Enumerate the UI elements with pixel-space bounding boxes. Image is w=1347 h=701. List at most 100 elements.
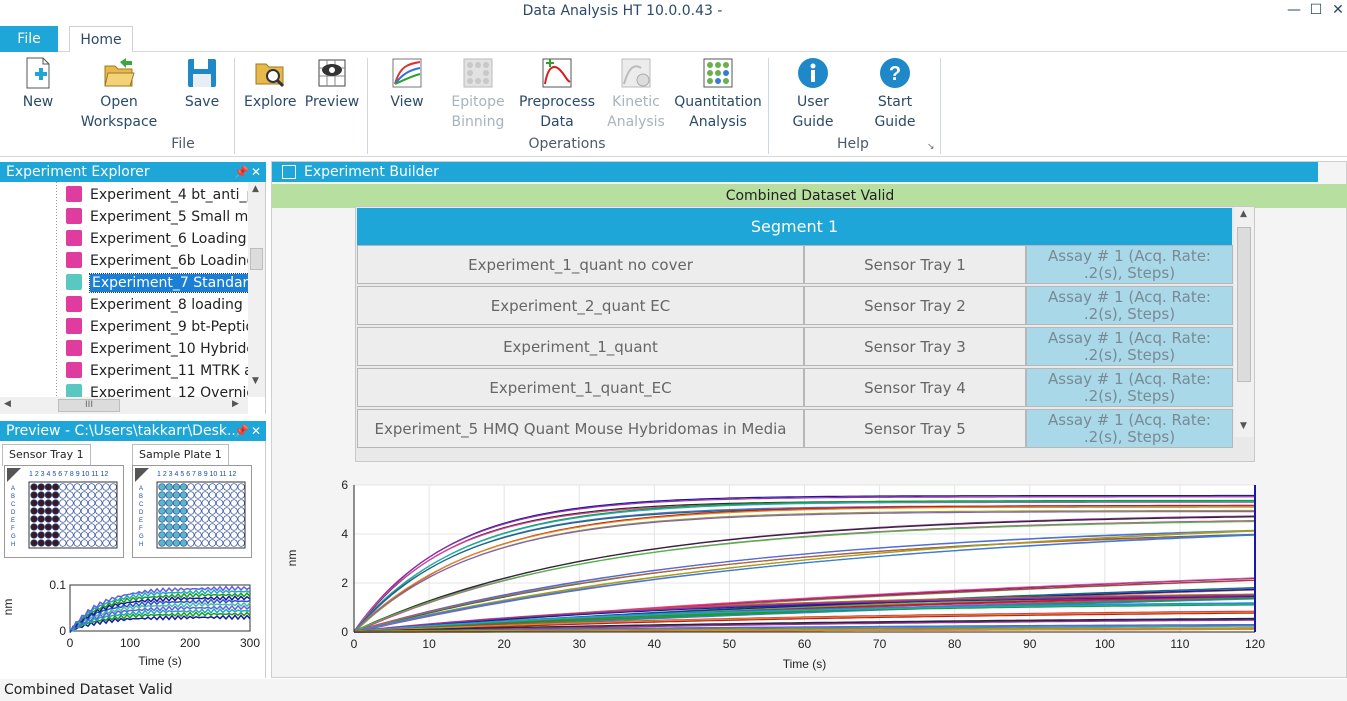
plate-well [223, 539, 231, 547]
plate-well [95, 539, 103, 547]
explorer-item[interactable]: Experiment_5 Small mo [66, 206, 248, 228]
plate-well [201, 515, 209, 523]
tab-home[interactable]: Home [69, 26, 133, 53]
plate-well [165, 491, 173, 499]
series-line [354, 612, 1256, 633]
experiment-book-icon [66, 362, 82, 378]
explorer-item[interactable]: Experiment_11 MTRK ar [66, 360, 248, 382]
pin-icon[interactable]: 📌 [234, 424, 249, 438]
explorer-item[interactable]: Experiment_6 Loading b [66, 228, 248, 250]
plate-well [95, 523, 103, 531]
explorer-item[interactable]: Experiment_6b Loading [66, 250, 248, 272]
assay-cell[interactable]: Assay # 1 (Acq. Rate: .2(s), Steps) [1026, 245, 1233, 284]
plate-well [66, 539, 74, 547]
new-button[interactable]: New [18, 56, 58, 112]
scroll-left-icon[interactable]: ◀ [4, 399, 11, 409]
explorer-vscroll[interactable]: ▲ ▼ [248, 182, 265, 397]
dialog-launcher-icon[interactable]: ↘ [927, 142, 935, 152]
start-guide-button[interactable]: ? Start Guide [872, 56, 918, 132]
experiment-cell[interactable]: Experiment_1_quant [357, 327, 804, 366]
plate-row-label: F [11, 526, 15, 532]
sensor-tray-plate[interactable]: 1 2 3 4 5 6 7 8 9 10 11 12 A B C D E F G H [4, 465, 124, 558]
experiment-cell[interactable]: Experiment_1_quant no cover [357, 245, 804, 284]
segment-vscroll[interactable]: ▲ ▼ [1234, 207, 1254, 437]
explorer-item-label: Experiment_6 Loading b [90, 231, 248, 247]
explorer-header: Experiment Explorer 📌 ✕ [0, 162, 266, 182]
preprocess-label: Preprocess Data [518, 94, 596, 130]
explorer-item[interactable]: Experiment_4 bt_anti_p [66, 184, 248, 206]
sensor-tray-cell[interactable]: Sensor Tray 1 [804, 245, 1026, 284]
plate-well [102, 507, 110, 515]
close-icon[interactable]: ✕ [1332, 2, 1344, 18]
explorer-item[interactable]: Experiment_9 bt-Peptid [66, 316, 248, 338]
plate-well [172, 539, 181, 547]
experiment-cell[interactable]: Experiment_1_quant_EC [357, 368, 804, 407]
sensor-tray-cell[interactable]: Sensor Tray 5 [804, 409, 1026, 448]
sensor-tray-cell[interactable]: Sensor Tray 4 [804, 368, 1026, 407]
scroll-down-icon[interactable]: ▼ [252, 376, 259, 386]
plate-well [87, 491, 96, 499]
plate-well [230, 483, 238, 491]
pin-icon[interactable]: 📌 [234, 165, 249, 179]
plate-well [165, 499, 173, 507]
close-icon[interactable]: ✕ [251, 424, 262, 438]
segment-header[interactable]: Segment 1 [357, 208, 1232, 245]
plate-well [102, 531, 110, 539]
explorer-hscroll-thumb[interactable]: III [58, 399, 120, 412]
plate-well [95, 491, 103, 499]
view-chart-icon [392, 58, 422, 88]
plate-well [73, 523, 81, 531]
explorer-item[interactable]: Experiment_8 loading M [66, 294, 248, 316]
file-group-label: File [171, 136, 195, 152]
plate-row-label: F [139, 526, 143, 532]
save-button[interactable]: Save [182, 56, 222, 112]
close-icon[interactable]: ✕ [251, 165, 262, 179]
assay-cell[interactable]: Assay # 1 (Acq. Rate: .2(s), Steps) [1026, 368, 1233, 407]
sensor-tray-cell[interactable]: Sensor Tray 2 [804, 286, 1026, 325]
new-label: New [22, 94, 54, 110]
tab-sensor-tray[interactable]: Sensor Tray 1 [2, 444, 91, 466]
explorer-hscroll[interactable]: ◀ III ▶ [0, 397, 248, 414]
plate-well [223, 531, 231, 539]
explorer-item-label: Experiment_8 loading M [90, 297, 248, 313]
plate-well [51, 483, 60, 491]
plate-well [80, 483, 89, 491]
sensor-tray-cell[interactable]: Sensor Tray 3 [804, 327, 1026, 366]
x-tick-label: 50 [723, 637, 737, 651]
scroll-up-icon[interactable]: ▲ [252, 184, 259, 194]
preprocess-data-button[interactable]: Preprocess Data [518, 56, 596, 132]
plate-row-label: E [139, 518, 143, 524]
experiment-cell[interactable]: Experiment_5 HMQ Quant Mouse Hybridomas … [357, 409, 804, 448]
open-workspace-button[interactable]: Open Workspace [78, 56, 160, 132]
explorer-scroll-thumb[interactable] [250, 248, 263, 270]
kinetic-analysis-button[interactable]: Kinetic Analysis [604, 56, 668, 132]
minimize-icon[interactable]: — [1287, 2, 1301, 18]
sample-plate[interactable]: 1 2 3 4 5 6 7 8 9 10 11 12 A B C D E F G H [132, 465, 252, 558]
view-button[interactable]: View [386, 56, 428, 112]
experiment-cell[interactable]: Experiment_2_quant EC [357, 286, 804, 325]
plate-well [37, 523, 45, 531]
tab-file[interactable]: File [0, 26, 58, 52]
tab-sample-plate[interactable]: Sample Plate 1 [132, 444, 229, 466]
assay-cell[interactable]: Assay # 1 (Acq. Rate: .2(s), Steps) [1026, 286, 1233, 325]
plate-well [30, 483, 38, 491]
explore-button[interactable]: Explore [244, 56, 297, 112]
plate-well [215, 539, 224, 547]
explorer-item[interactable]: Experiment_10 Hybrido [66, 338, 248, 360]
plate-well [179, 515, 188, 523]
user-guide-button[interactable]: User Guide [790, 56, 836, 132]
maximize-icon[interactable]: ☐ [1309, 2, 1323, 18]
scroll-right-icon[interactable]: ▶ [232, 399, 239, 409]
preview-button[interactable]: Preview [304, 56, 360, 112]
assay-cell[interactable]: Assay # 1 (Acq. Rate: .2(s), Steps) [1026, 327, 1233, 366]
plate-well [172, 507, 181, 515]
assay-cell[interactable]: Assay # 1 (Acq. Rate: .2(s), Steps) [1026, 409, 1233, 448]
scroll-down-icon[interactable]: ▼ [1240, 421, 1247, 431]
explorer-item[interactable]: Experiment_7 Standard [66, 272, 248, 294]
epitope-binning-button[interactable]: Epitope Binning [446, 56, 510, 132]
plate-well [187, 483, 195, 491]
segment-scroll-thumb[interactable] [1237, 227, 1251, 382]
quantitation-analysis-button[interactable]: Quantitation Analysis [672, 56, 764, 132]
scroll-up-icon[interactable]: ▲ [1240, 209, 1247, 219]
series-line [353, 494, 1255, 633]
